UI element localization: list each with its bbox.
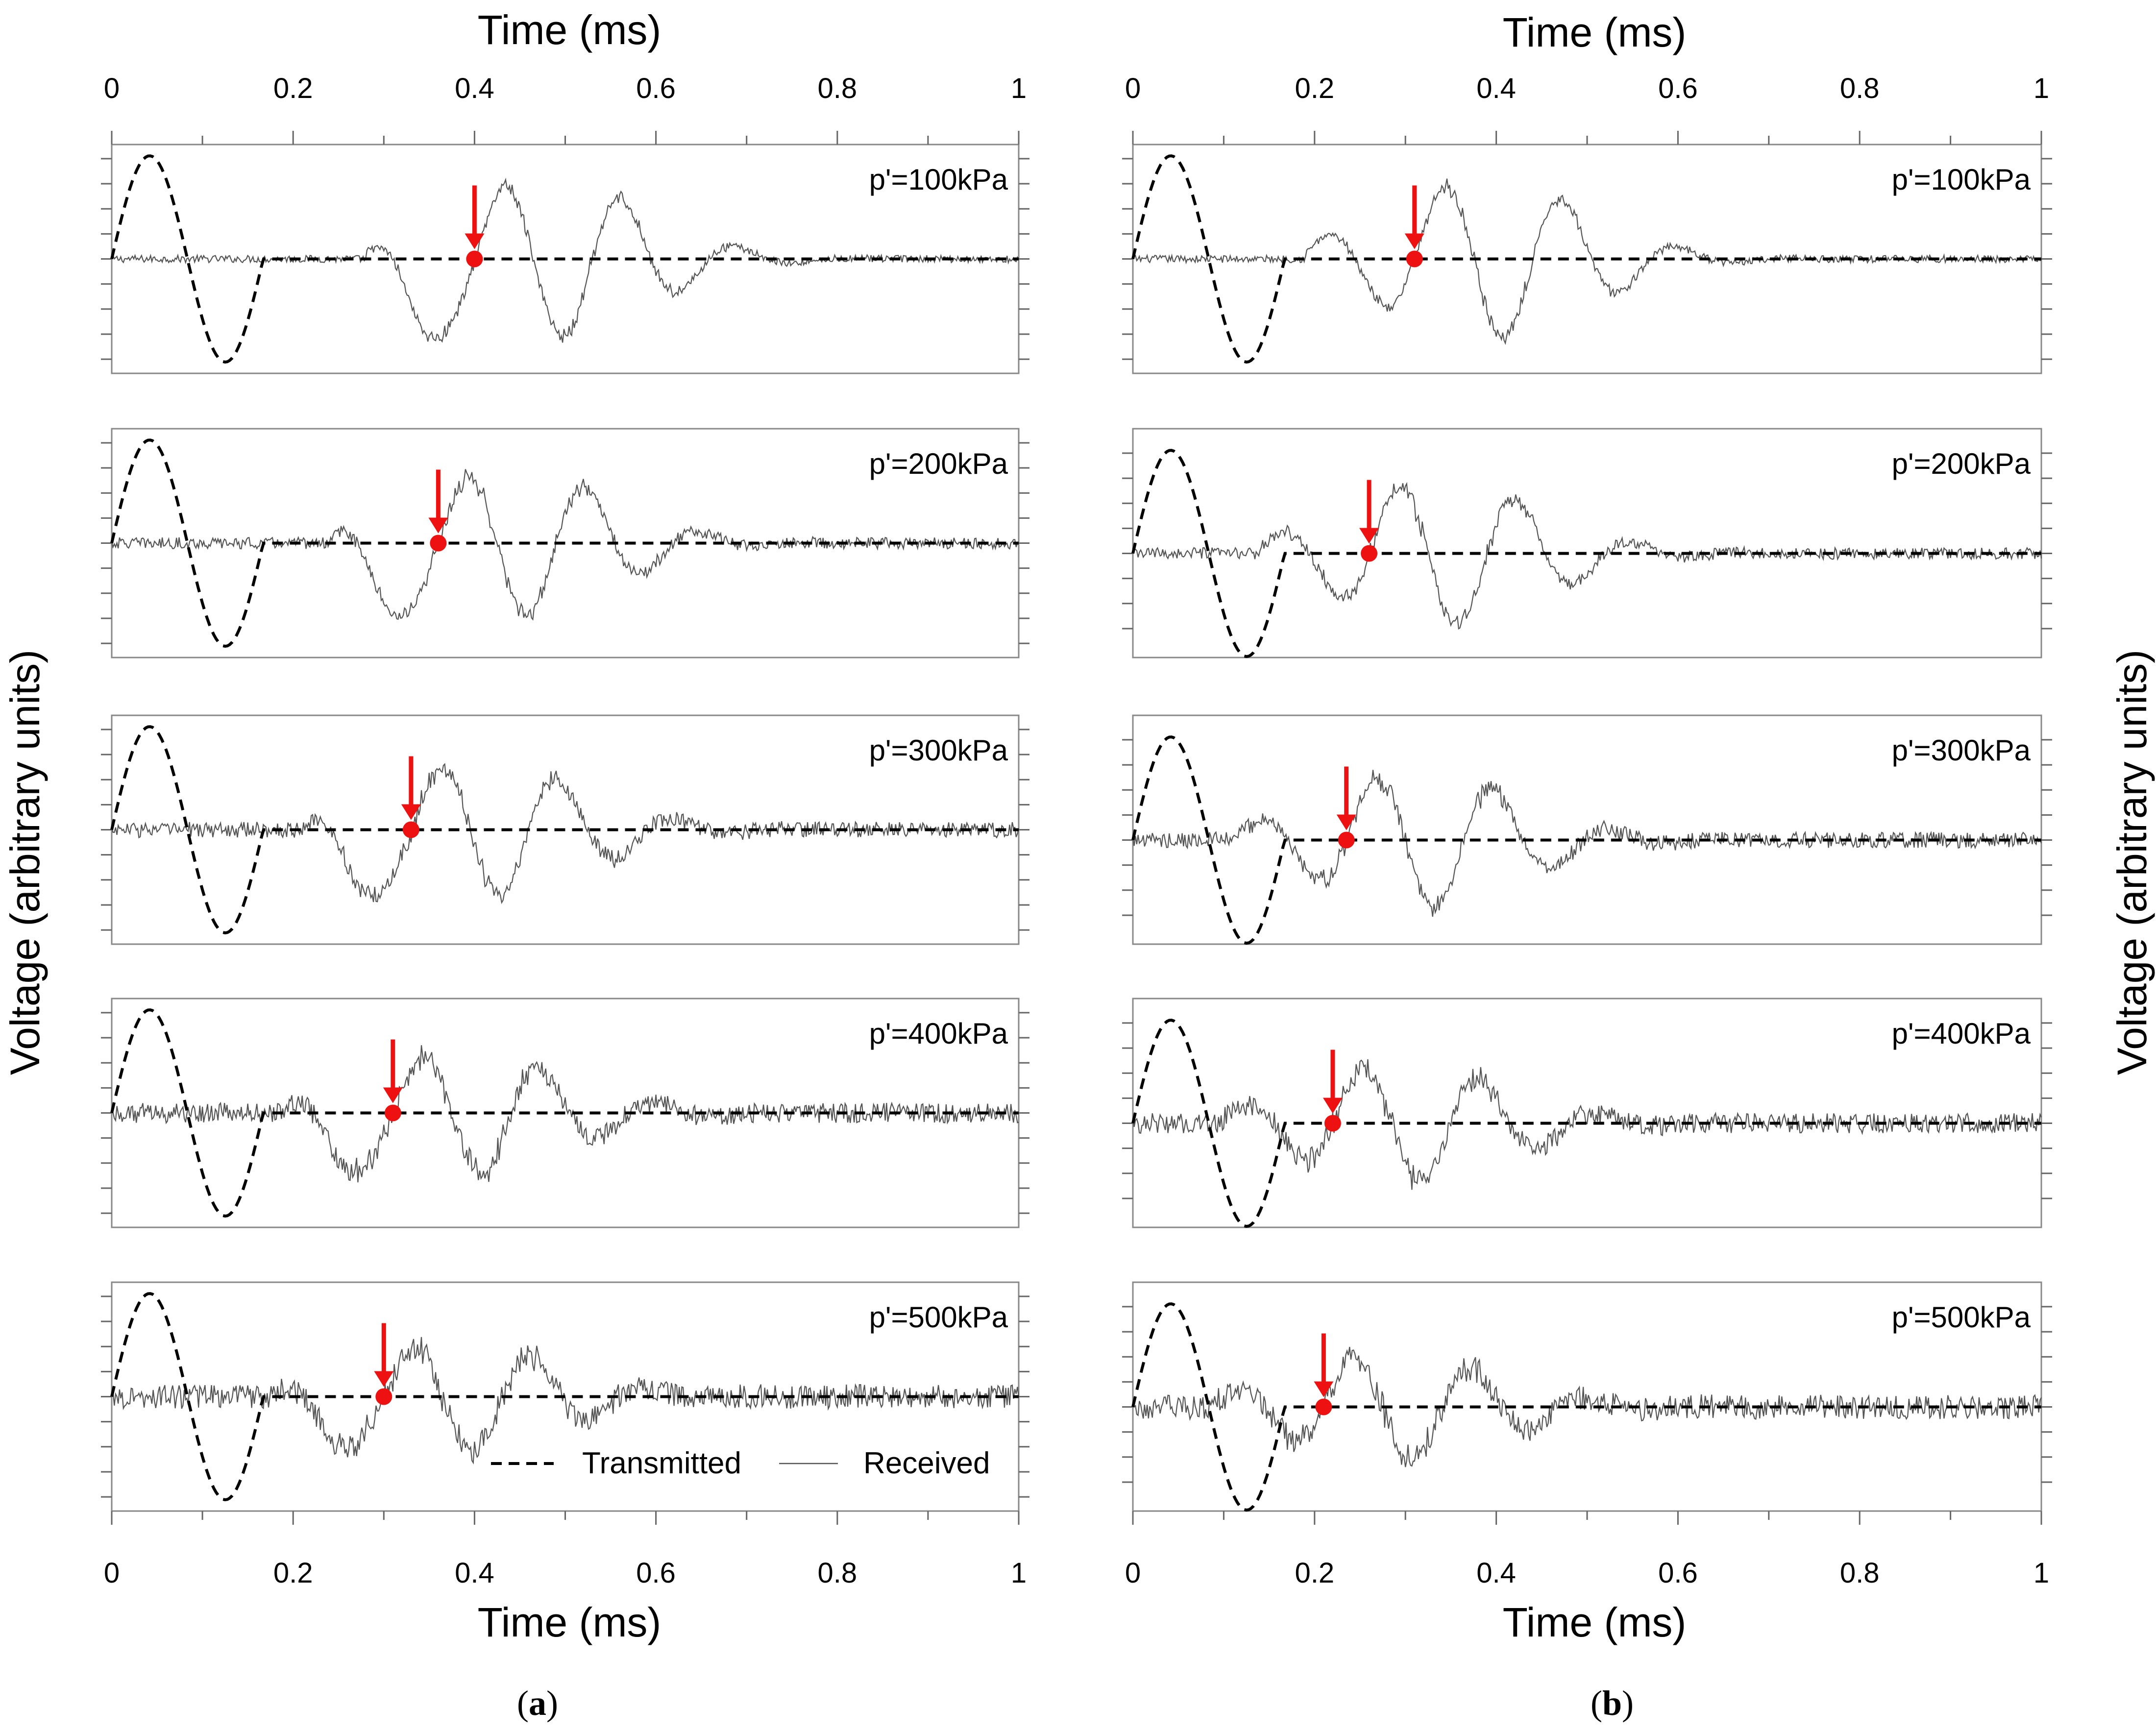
arrival-arrow-head [465,233,485,249]
top-tick-label-a-0: 0 [104,73,120,104]
arrival-arrow-head [428,517,448,534]
bottom-tick-label-b-0: 0 [1125,1557,1141,1589]
arrival-arrow-head [374,1371,394,1387]
transmitted-signal [110,439,1019,648]
arrival-marker [1406,250,1423,268]
panel-label: p'=400kPa [869,1017,1008,1050]
panel-label: p'=500kPa [869,1301,1008,1334]
top-tick-label-b-2: 0.4 [1476,73,1516,104]
top-tick-label-a-1: 0.2 [273,73,313,104]
transmitted-signal [110,1292,1019,1502]
arrival-marker [466,250,483,268]
bottom-tick-label-a-4: 0.8 [817,1557,857,1589]
arrival-marker [1338,831,1355,849]
bottom-tick-label-a-5: 1 [1011,1557,1027,1589]
y-axis-title-right: Voltage (arbitrary units) [2109,650,2155,1075]
caption-a-letter: a [529,1684,546,1723]
top-tick-label-b-1: 0.2 [1295,73,1334,104]
bottom-tick-label-b-5: 1 [2034,1557,2049,1589]
arrival-marker [1361,545,1378,562]
panel-b-5: p'=500kPa [1122,1281,2052,1525]
bottom-tick-label-b-3: 0.6 [1658,1557,1698,1589]
bottom-tick-label-a-1: 0.2 [273,1557,313,1589]
panel-a-2: p'=200kPa [101,428,1029,659]
received-signal [111,763,1020,904]
transmitted-signal [1131,449,2041,659]
received-signal [1132,1059,2042,1190]
panel-a-1: p'=100kPa [101,131,1029,374]
arrival-marker [1315,1398,1332,1416]
bottom-tick-label-b-1: 0.2 [1295,1557,1334,1589]
bottom-x-axis-title-b: Time (ms) [1503,1599,1687,1645]
panel-b-4: p'=400kPa [1122,998,2052,1228]
arrival-marker [1324,1115,1341,1132]
top-x-axis-title-a: Time (ms) [478,7,662,53]
transmitted-signal [1131,1019,2041,1228]
panel-label: p'=400kPa [1892,1017,2031,1050]
panel-label: p'=100kPa [869,163,1008,196]
arrival-marker [402,821,419,838]
arrival-marker [375,1388,392,1405]
transmitted-signal [1131,1302,2041,1512]
received-signal [1132,1346,2042,1467]
bottom-tick-label-a-3: 0.6 [636,1557,676,1589]
panel-frame [1132,998,2042,1228]
transmitted-signal [110,725,1019,935]
panel-b-2: p'=200kPa [1122,428,2052,659]
top-tick-label-a-4: 0.8 [817,73,857,104]
panel-b-1: p'=100kPa [1122,131,2052,374]
y-axis-title-left: Voltage (arbitrary units) [2,650,48,1075]
plots-layer: 0 0 0.2 0.2 0.4 0.4 0.6 0.6 0.8 0.8 1 1 p'=100kPa p'=… [101,73,2052,1589]
panel-a-3: p'=300kPa [101,714,1029,945]
top-tick-label-a-2: 0.4 [455,73,494,104]
panel-label: p'=300kPa [869,734,1008,767]
received-signal [1132,770,2042,917]
panel-label: p'=500kPa [1892,1301,2031,1334]
panel-frame [1132,714,2042,945]
panel-frame [1132,428,2042,659]
received-signal [1132,482,2042,630]
top-tick-label-a-3: 0.6 [636,73,676,104]
caption-b: (b) [1591,1684,1634,1723]
arrival-arrow-head [1404,233,1424,249]
legend-transmitted-label: Transmitted [582,1446,741,1480]
arrival-marker [430,535,447,552]
caption-b-letter: b [1602,1684,1622,1723]
panel-b-3: p'=300kPa [1122,714,2052,945]
arrival-arrow-head [1323,1098,1343,1114]
arrival-arrow-head [1314,1381,1334,1397]
transmitted-signal [1131,154,2041,364]
bottom-tick-label-a-0: 0 [104,1557,120,1589]
panel-label: p'=300kPa [1892,734,2031,767]
top-x-axis-title-b: Time (ms) [1503,9,1687,55]
transmitted-signal [1131,735,2041,945]
panel-label: p'=200kPa [1892,447,2031,480]
top-tick-label-b-3: 0.6 [1658,73,1698,104]
caption-a: (a) [517,1684,558,1723]
top-tick-label-a-5: 1 [1011,73,1027,104]
legend-received-label: Received [863,1446,990,1480]
panel-label: p'=100kPa [1892,163,2031,196]
bottom-tick-label-b-4: 0.8 [1840,1557,1880,1589]
panel-a-4: p'=400kPa [101,998,1029,1228]
arrival-arrow-head [383,1087,403,1103]
top-tick-label-b-0: 0 [1125,73,1141,104]
top-tick-label-b-5: 1 [2034,73,2049,104]
transmitted-signal [110,154,1019,364]
received-signal [111,1337,1020,1465]
top-tick-label-b-4: 0.8 [1840,73,1880,104]
panel-a-5: p'=500kPa Transmitted Received [101,1281,1029,1525]
arrival-arrow-head [1336,814,1356,830]
transmitted-signal [110,1008,1019,1218]
arrival-arrow-head [1359,528,1379,544]
bottom-tick-label-b-2: 0.4 [1476,1557,1516,1589]
arrival-arrow-head [401,804,421,820]
bottom-x-axis-title-a: Time (ms) [478,1599,662,1645]
panel-label: p'=200kPa [869,447,1008,480]
arrival-marker [384,1104,401,1122]
bottom-tick-label-a-2: 0.4 [455,1557,494,1589]
